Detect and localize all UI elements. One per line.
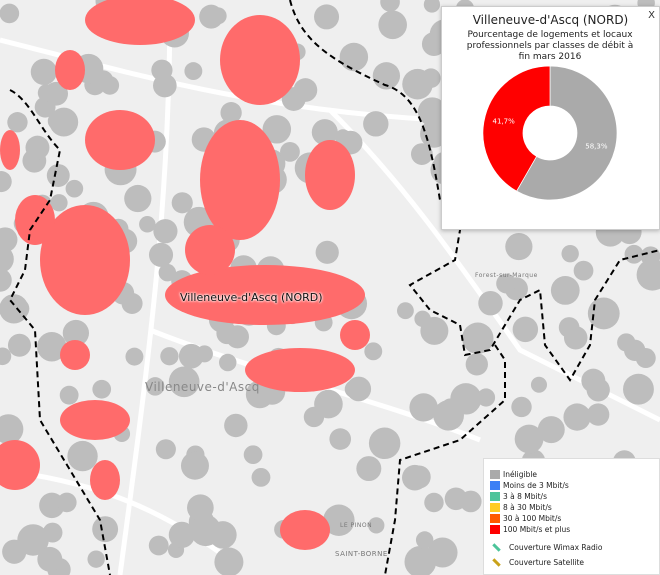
legend-label: Inéligible bbox=[503, 469, 538, 479]
popup-title: Villeneuve-d'Ascq (NORD) bbox=[472, 13, 629, 27]
popup-subtitle: Pourcentage de logements et locaux profe… bbox=[466, 30, 634, 62]
legend-swatch bbox=[490, 524, 500, 534]
legend-satellite: Couverture Satellite bbox=[492, 558, 584, 567]
satellite-icon bbox=[492, 558, 501, 567]
legend-item-ineligible: Inéligible bbox=[490, 469, 537, 479]
map-town-label: Villeneuve-d'Ascq bbox=[145, 380, 260, 394]
legend-item-lt3: Moins de 3 Mbit/s bbox=[490, 480, 569, 490]
donut-slice-label: 41,7% bbox=[492, 118, 515, 126]
legend-label: 30 à 100 Mbit/s bbox=[503, 513, 562, 523]
legend-swatch bbox=[490, 513, 500, 523]
legend-label: Couverture Satellite bbox=[509, 558, 585, 567]
legend-label: Moins de 3 Mbit/s bbox=[503, 480, 569, 490]
legend-swatch bbox=[490, 469, 500, 479]
donut-slice[interactable] bbox=[516, 65, 618, 201]
map-label-forest: Forest-sur-Marque bbox=[475, 272, 538, 279]
donut-slice-label: 58,3% bbox=[585, 142, 608, 150]
close-button[interactable]: X bbox=[648, 10, 655, 21]
map-label-saint-borne: SAINT-BORNE bbox=[335, 550, 388, 558]
legend-label: 100 Mbit/s et plus bbox=[503, 524, 571, 534]
legend-label: 3 à 8 Mbit/s bbox=[503, 491, 547, 501]
map-place-label: Villeneuve-d'Ascq (NORD) bbox=[180, 291, 323, 304]
legend-label: 8 à 30 Mbit/s bbox=[503, 502, 552, 512]
legend: Inéligible Moins de 3 Mbit/s 3 à 8 Mbit/… bbox=[483, 458, 660, 575]
donut-slice[interactable] bbox=[482, 65, 551, 192]
wimax-icon bbox=[492, 543, 501, 552]
legend-swatch bbox=[490, 502, 500, 512]
map-label-pinon: LE PINON bbox=[340, 522, 373, 529]
donut-chart: 58,3% 41,7% bbox=[482, 65, 618, 201]
legend-item-30-100: 30 à 100 Mbit/s bbox=[490, 513, 561, 523]
legend-item-3-8: 3 à 8 Mbit/s bbox=[490, 491, 547, 501]
legend-item-8-30: 8 à 30 Mbit/s bbox=[490, 502, 552, 512]
legend-label: Couverture Wimax Radio bbox=[509, 543, 603, 552]
fiber-100mbit-areas bbox=[0, 0, 370, 550]
legend-item-100plus: 100 Mbit/s et plus bbox=[490, 524, 570, 534]
legend-swatch bbox=[490, 491, 500, 501]
info-popup: Villeneuve-d'Ascq (NORD) Pourcentage de … bbox=[441, 6, 660, 230]
legend-swatch bbox=[490, 480, 500, 490]
commune-boundary bbox=[8, 0, 660, 575]
legend-wimax: Couverture Wimax Radio bbox=[492, 543, 602, 552]
